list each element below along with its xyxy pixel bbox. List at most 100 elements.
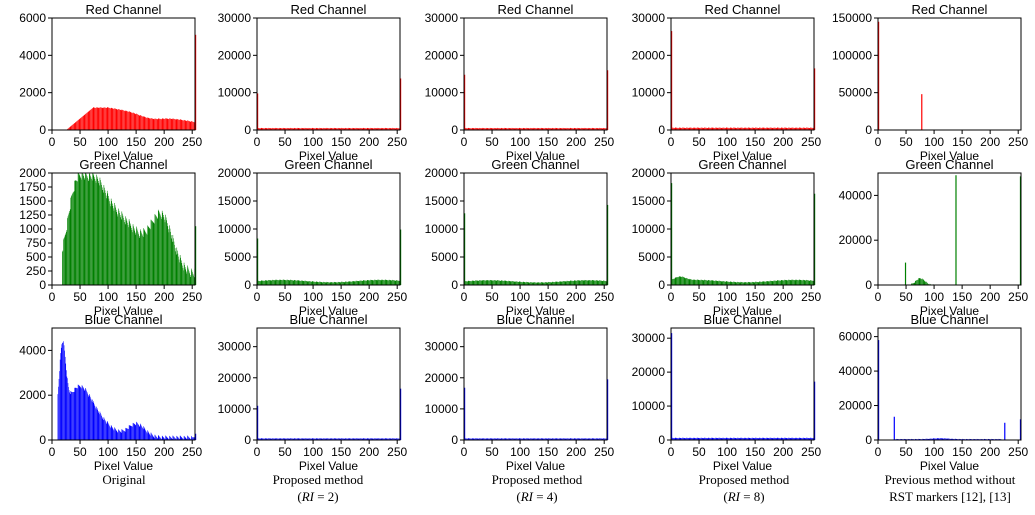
- histogram-bar-167: [145, 117, 147, 130]
- histogram-bar-141: [750, 282, 751, 285]
- histogram-bar-187: [568, 281, 570, 285]
- histogram-bar-214: [791, 280, 792, 285]
- histogram-bar-146: [545, 282, 547, 285]
- histogram-bar-235: [183, 119, 185, 130]
- histogram-bar-115: [528, 438, 530, 440]
- y-tick-label: 15000: [425, 194, 459, 208]
- histogram-bar-212: [582, 128, 584, 130]
- histogram-bar-203: [577, 438, 579, 440]
- histogram-bar-72: [297, 438, 298, 440]
- histogram-bar-190: [363, 280, 365, 285]
- histogram-bar-198: [782, 437, 783, 440]
- histogram-bar-13: [678, 277, 679, 285]
- histogram-bar-147: [134, 230, 135, 285]
- histogram-bar-212: [375, 280, 377, 285]
- histogram-bar-188: [157, 438, 158, 440]
- histogram-bar-120: [119, 430, 120, 440]
- histogram-bar-100: [520, 128, 521, 130]
- histogram-bar-73: [92, 173, 94, 285]
- x-tick-label: 100: [303, 290, 323, 304]
- histogram-bar-36: [484, 280, 485, 285]
- histogram-bar-163: [969, 438, 970, 440]
- histogram-bar-53: [493, 280, 495, 285]
- y-tick-label: 40000: [839, 364, 873, 378]
- histogram-bar-8: [468, 127, 470, 130]
- histogram-bar-113: [734, 281, 735, 285]
- histogram-bar-162: [142, 116, 144, 130]
- histogram-bar-198: [163, 214, 164, 285]
- histogram-bar-25: [66, 370, 67, 440]
- histogram-bar-69: [90, 398, 92, 440]
- histogram-bar-120: [324, 128, 325, 130]
- histogram-bar-70: [296, 438, 297, 440]
- histogram-bar-137: [128, 425, 130, 440]
- histogram-bar-228: [798, 127, 800, 130]
- histogram-bar-190: [570, 127, 572, 130]
- histogram-bar-69: [709, 438, 711, 440]
- histogram-bar-16: [265, 280, 267, 285]
- plot-frame: [877, 17, 1022, 131]
- histogram-bar-134: [127, 222, 128, 285]
- histogram-bar-133: [331, 282, 333, 285]
- histogram-bar-114: [734, 437, 736, 440]
- histogram-bar-225: [178, 437, 179, 440]
- histogram-bar-118: [118, 429, 119, 440]
- histogram-bar-133: [126, 428, 128, 440]
- histogram-bar-61: [291, 280, 292, 285]
- histogram-bar-23: [269, 280, 271, 285]
- histogram-bar-175: [355, 128, 356, 130]
- histogram-bar-63: [87, 112, 88, 130]
- histogram-bar-149: [754, 282, 756, 285]
- histogram-bar-81: [923, 438, 924, 440]
- histogram-bar-230: [799, 279, 801, 285]
- histogram-bar-3: [672, 127, 674, 130]
- histogram-bar-182: [359, 438, 360, 440]
- histogram-bar-171: [352, 281, 354, 285]
- histogram-bar-11: [677, 277, 678, 285]
- histogram-bar-119: [737, 281, 739, 285]
- histogram-bar-84: [718, 281, 719, 285]
- histogram-bar-232: [594, 128, 595, 130]
- histogram-bar-120: [738, 127, 739, 130]
- histogram-bar-212: [582, 438, 584, 440]
- histogram-bar-223: [177, 436, 178, 440]
- histogram-bar-45: [696, 438, 697, 440]
- histogram-bar-55: [494, 438, 496, 440]
- histogram-bar-98: [311, 438, 313, 440]
- histogram-bar-122: [739, 127, 740, 130]
- histogram-bar-231: [800, 437, 802, 440]
- histogram-bar-89: [513, 281, 515, 285]
- histogram-bar-232: [182, 265, 183, 285]
- histogram-bar-234: [802, 128, 803, 130]
- histogram-bar-226: [178, 438, 180, 440]
- histogram-bar-252: [398, 438, 399, 440]
- histogram-bar-168: [351, 281, 352, 285]
- histogram-bar-65: [707, 438, 709, 440]
- histogram-bar-203: [370, 279, 372, 285]
- histogram-bar-166: [764, 437, 765, 440]
- x-tick-label: 100: [510, 445, 530, 459]
- histogram-bar-10: [469, 281, 471, 285]
- histogram-bar-248: [603, 127, 604, 130]
- histogram-bar-131: [125, 216, 127, 285]
- histogram-bar-21: [475, 438, 477, 440]
- histogram-bar-235: [183, 262, 185, 285]
- y-tick-label: 20000: [425, 166, 459, 180]
- histogram-bar-107: [731, 281, 732, 285]
- histogram-bar-52: [493, 128, 494, 130]
- histogram-bar-202: [165, 435, 166, 440]
- histogram-bar-19: [474, 438, 476, 440]
- histogram-bar-60: [290, 127, 292, 130]
- histogram-bar-84: [304, 128, 305, 130]
- histogram-bar-176: [150, 432, 152, 440]
- histogram-bar-6: [674, 128, 675, 130]
- histogram-bar-47: [697, 279, 698, 285]
- histogram-bar-196: [573, 127, 575, 130]
- histogram-bar-96: [517, 438, 519, 440]
- caption-proposed-ri4: Proposed method: [492, 472, 583, 487]
- histogram-bar-9: [262, 280, 263, 285]
- histogram-bar-63: [292, 438, 293, 440]
- histogram-bar-189: [569, 127, 571, 130]
- histogram-bar-103: [935, 438, 937, 440]
- histogram-bar-70: [503, 128, 504, 130]
